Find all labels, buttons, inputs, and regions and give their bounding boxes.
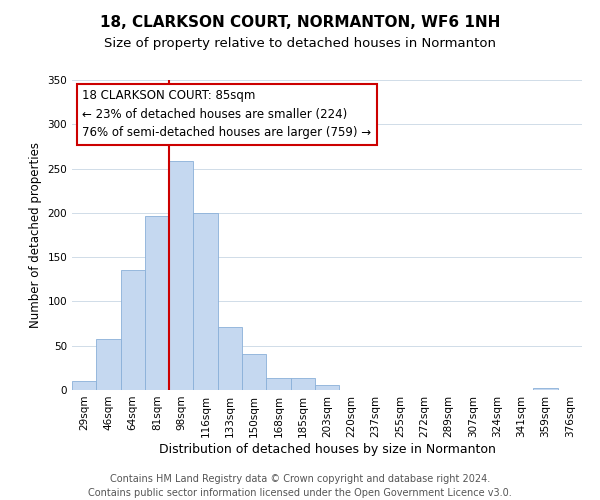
Bar — [169, 162, 193, 390]
Y-axis label: Number of detached properties: Number of detached properties — [29, 142, 42, 328]
Bar — [72, 381, 96, 390]
Bar — [145, 216, 169, 390]
Bar — [315, 384, 339, 390]
Text: 18 CLARKSON COURT: 85sqm
← 23% of detached houses are smaller (224)
76% of semi-: 18 CLARKSON COURT: 85sqm ← 23% of detach… — [82, 90, 371, 140]
Bar — [96, 338, 121, 390]
Text: Size of property relative to detached houses in Normanton: Size of property relative to detached ho… — [104, 38, 496, 51]
Bar — [266, 378, 290, 390]
Text: Contains HM Land Registry data © Crown copyright and database right 2024.
Contai: Contains HM Land Registry data © Crown c… — [88, 474, 512, 498]
X-axis label: Distribution of detached houses by size in Normanton: Distribution of detached houses by size … — [158, 442, 496, 456]
Bar — [193, 213, 218, 390]
Text: 18, CLARKSON COURT, NORMANTON, WF6 1NH: 18, CLARKSON COURT, NORMANTON, WF6 1NH — [100, 15, 500, 30]
Bar — [290, 378, 315, 390]
Bar — [242, 354, 266, 390]
Bar — [218, 327, 242, 390]
Bar — [121, 270, 145, 390]
Bar — [533, 388, 558, 390]
